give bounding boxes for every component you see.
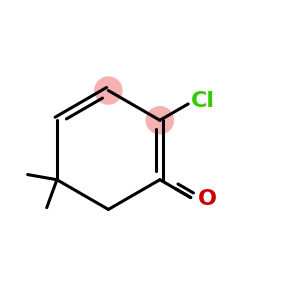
Circle shape — [146, 106, 174, 134]
Text: O: O — [198, 189, 217, 209]
Circle shape — [94, 76, 123, 105]
Text: Cl: Cl — [191, 91, 215, 111]
